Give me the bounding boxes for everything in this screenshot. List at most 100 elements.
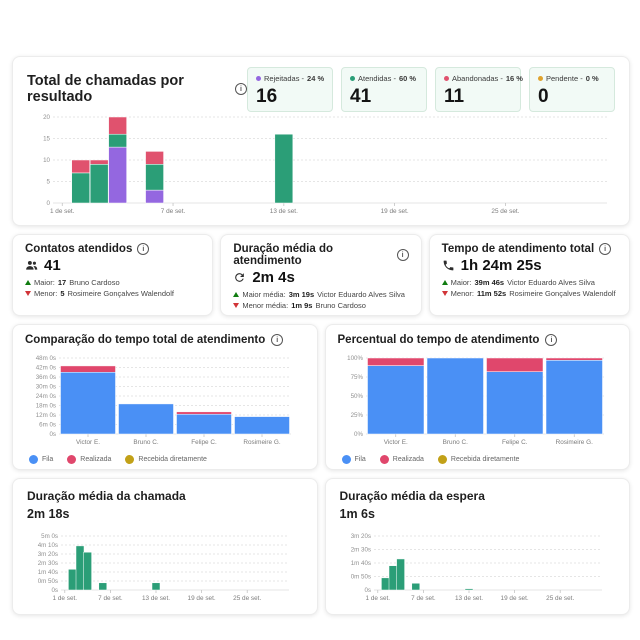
- svg-text:2m 30s: 2m 30s: [38, 560, 58, 567]
- svg-text:1 de set.: 1 de set.: [53, 595, 78, 602]
- info-icon[interactable]: [271, 334, 284, 346]
- svg-text:0s: 0s: [49, 431, 56, 438]
- svg-text:15: 15: [43, 136, 50, 143]
- svg-text:7 de set.: 7 de set.: [161, 208, 186, 215]
- avg-call-duration-chart[interactable]: 0s 0m 50s 1m 40s 2m 30s 3m 20s 4m 10s 5m 0s 1 d…: [27, 531, 295, 603]
- legend-item[interactable]: Recebida diretamente: [125, 455, 207, 464]
- chart-legend: Fila Realizada Recebida diretamente: [25, 455, 305, 464]
- avg-handle-time-max: Maior média: 3m 19s Victor Eduardo Alves…: [233, 290, 408, 299]
- stat-rejected[interactable]: Rejeitadas - 24 % 16: [247, 67, 333, 112]
- percent-title: Percentual do tempo de atendimento: [337, 334, 540, 346]
- rejected-dot-icon: [256, 76, 261, 81]
- contacts-answered-title-row: Contatos atendidos: [25, 243, 200, 255]
- svg-text:42m 0s: 42m 0s: [36, 365, 56, 372]
- svg-text:Bruno C.: Bruno C.: [133, 439, 158, 446]
- increase-icon: [25, 280, 31, 285]
- svg-text:0s: 0s: [364, 587, 371, 594]
- legend-dot-icon: [437, 455, 447, 464]
- legend-label: Recebida diretamente: [138, 456, 207, 463]
- svg-text:Rosimeire G.: Rosimeire G.: [555, 439, 593, 446]
- avg-wait-duration-card: Duração média da espera 1m 6s 0s 0m 50s 1m…: [324, 478, 630, 615]
- stat-rejected-pct: 24 %: [307, 74, 325, 83]
- svg-text:1 de set.: 1 de set.: [365, 595, 390, 602]
- total-calls-by-result-chart[interactable]: 0 5 10 15 20 1 de set. 7 de set. 13 de set. 19 d…: [27, 112, 613, 216]
- svg-text:4m 10s: 4m 10s: [38, 542, 58, 549]
- svg-text:Rosimeire G.: Rosimeire G.: [243, 439, 281, 446]
- svg-text:3m 20s: 3m 20s: [350, 533, 370, 540]
- info-icon[interactable]: [599, 243, 612, 255]
- increase-icon: [233, 292, 240, 297]
- comparison-title-row: Comparação do tempo total de atendimento: [25, 334, 305, 346]
- svg-text:7 de set.: 7 de set.: [411, 595, 436, 602]
- svg-text:13 de set.: 13 de set.: [454, 595, 482, 602]
- avg-wait-duration-chart[interactable]: 0s 0m 50s 1m 40s 2m 30s 3m 20s 1 de set. 7 de …: [340, 531, 608, 603]
- avg-call-duration-value: 2m 18s: [27, 507, 70, 521]
- svg-text:36m 0s: 36m 0s: [36, 374, 56, 381]
- avg-call-duration-card: Duração média da chamada 2m 18s 0s 0m 50s…: [12, 478, 318, 615]
- legend-dot-icon: [29, 455, 38, 464]
- avg-handle-time-value: 2m 4s: [252, 269, 295, 286]
- stat-pending[interactable]: Pendente - 0 % 0: [529, 67, 615, 112]
- legend-dot-icon: [379, 455, 389, 464]
- svg-text:7 de set.: 7 de set.: [98, 595, 123, 602]
- answered-dot-icon: [350, 76, 355, 81]
- avg-handle-time-min: Menor média: 1m 9s Bruno Cardoso: [233, 301, 408, 310]
- stat-answered[interactable]: Atendidas - 60 % 41: [341, 67, 427, 112]
- svg-text:6m 0s: 6m 0s: [39, 422, 56, 429]
- info-icon[interactable]: [545, 334, 558, 346]
- svg-text:5m 0s: 5m 0s: [41, 533, 58, 540]
- legend-item[interactable]: Realizada: [379, 455, 424, 464]
- total-handle-time-max: Maior: 39m 46s Victor Eduardo Alves Silv…: [441, 278, 617, 287]
- svg-text:0m 50s: 0m 50s: [38, 578, 58, 585]
- avg-wait-duration-value: 1m 6s: [339, 507, 375, 521]
- info-icon[interactable]: [235, 83, 247, 95]
- svg-text:Felipe C.: Felipe C.: [501, 439, 527, 446]
- legend-item[interactable]: Recebida diretamente: [437, 455, 519, 464]
- legend-dot-icon: [67, 455, 77, 464]
- legend-dot-icon: [341, 455, 351, 464]
- legend-item[interactable]: Fila: [29, 455, 53, 464]
- comparison-total-time-chart[interactable]: 0s 6m 0s 12m 0s 18m 0s 24m 0s 30m 0s 36m 0s 42m…: [25, 353, 297, 447]
- stat-abandoned[interactable]: Abandonadas - 16 % 11: [435, 67, 523, 112]
- stat-answered-pct: 60 %: [398, 74, 417, 83]
- comparison-title: Comparação do tempo total de atendimento: [25, 334, 266, 346]
- legend-item[interactable]: Realizada: [67, 455, 111, 464]
- chart-legend: Fila Realizada Recebida diretamente: [338, 455, 618, 464]
- stat-answered-value: 41: [350, 86, 372, 107]
- legend-item[interactable]: Fila: [341, 455, 366, 464]
- total-handle-time-title-row: Tempo de atendimento total: [442, 243, 617, 255]
- phone-icon: [443, 260, 454, 271]
- svg-text:0: 0: [47, 200, 51, 207]
- percent-time-chart[interactable]: 0% 25% 50% 75% 100% Victor E. Bruno C. Felipe C…: [338, 353, 610, 447]
- info-icon[interactable]: [396, 249, 409, 261]
- percent-title-row: Percentual do tempo de atendimento: [338, 334, 618, 346]
- svg-text:75%: 75%: [350, 374, 363, 381]
- stat-pending-value: 0: [538, 86, 549, 107]
- legend-label: Realizada: [392, 456, 424, 463]
- svg-text:18m 0s: 18m 0s: [36, 403, 56, 410]
- total-handle-time-value-row: 1h 24m 25s: [442, 257, 617, 274]
- svg-text:Victor E.: Victor E.: [76, 439, 100, 446]
- decrease-icon: [441, 291, 448, 296]
- stat-answered-label: Atendidas -: [358, 74, 396, 83]
- stat-abandoned-label: Abandonadas -: [452, 74, 503, 83]
- info-icon[interactable]: [137, 243, 150, 255]
- avg-call-duration-title: Duração média da chamada: [27, 489, 186, 503]
- stat-abandoned-pct: 16 %: [505, 74, 523, 83]
- total-handle-time-card: Tempo de atendimento total 1h 24m 25s Ma…: [428, 234, 630, 316]
- contacts-answered-title: Contatos atendidos: [25, 243, 133, 255]
- svg-text:50%: 50%: [350, 393, 363, 400]
- svg-text:3m 20s: 3m 20s: [38, 551, 58, 558]
- legend-label: Fila: [354, 456, 366, 463]
- stat-abandoned-value: 11: [444, 86, 465, 107]
- refresh-icon: [235, 273, 245, 282]
- legend-dot-icon: [125, 455, 135, 464]
- contacts-answered-value-row: 41: [25, 257, 200, 274]
- increase-icon: [441, 280, 448, 285]
- svg-text:25 de set.: 25 de set.: [546, 595, 574, 602]
- legend-label: Realizada: [80, 456, 112, 463]
- svg-text:Victor E.: Victor E.: [383, 439, 407, 446]
- decrease-icon: [25, 291, 31, 296]
- total-calls-header: Total de chamadas por resultado Rejeitad…: [27, 67, 615, 112]
- total-calls-title: Total de chamadas por resultado: [27, 73, 184, 105]
